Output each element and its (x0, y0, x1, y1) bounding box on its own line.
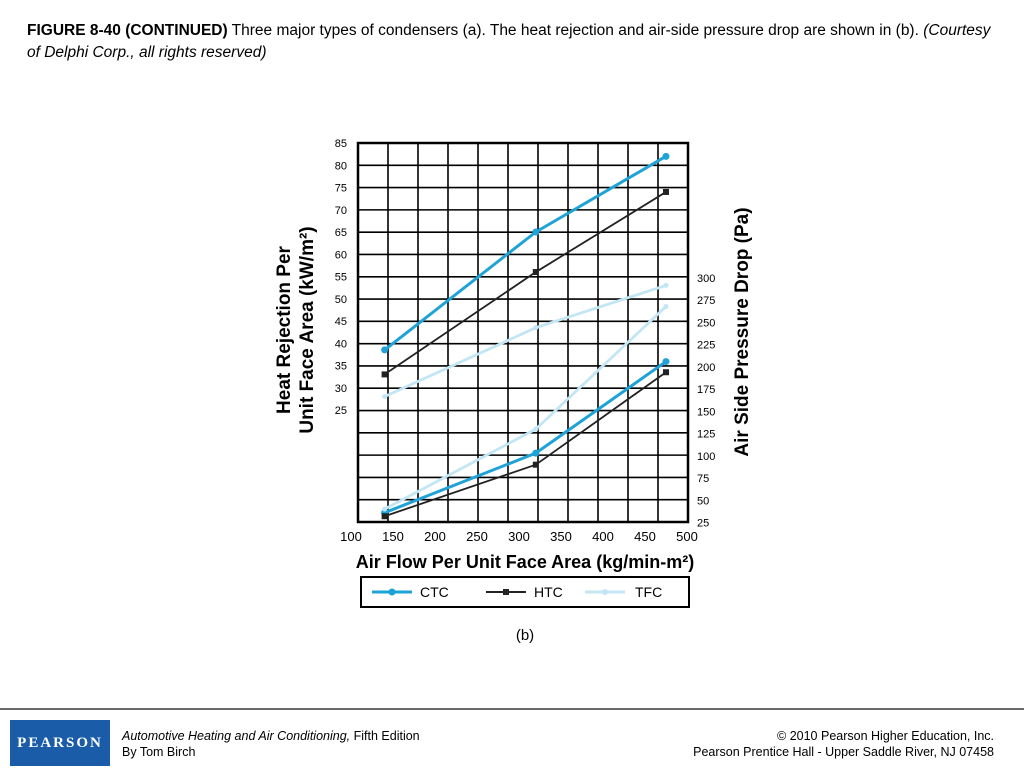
x-tick-label: 450 (634, 529, 656, 544)
plot-frame (356, 141, 690, 524)
x-tick-label: 400 (592, 529, 614, 544)
figure-caption: FIGURE 8-40 (CONTINUED) Three major type… (27, 20, 997, 64)
y-right-tick-label: 100 (697, 451, 715, 463)
x-tick-label: 200 (424, 529, 446, 544)
data-point-heat-tfc (382, 394, 388, 400)
y-left-tick-label: 30 (335, 383, 347, 395)
copyright-text: © 2010 Pearson Higher Education, Inc. (777, 729, 994, 743)
x-axis-label: Air Flow Per Unit Face Area (kg/min-m²) (356, 552, 694, 572)
data-point-pressure-tfc (382, 506, 388, 512)
y-right-tick-label: 300 (697, 273, 715, 285)
data-point-heat-tfc (663, 282, 669, 288)
legend-marker-ctc (388, 588, 396, 596)
caption-label: FIGURE 8-40 (CONTINUED) (27, 22, 228, 39)
y-left-tick-label: 35 (335, 361, 347, 373)
y-left-tick-label: 65 (335, 227, 347, 239)
data-point-pressure-ctc (532, 449, 540, 457)
x-tick-label: 250 (466, 529, 488, 544)
legend-label-tfc: TFC (635, 584, 662, 600)
y-right-tick-label: 175 (697, 384, 715, 396)
y-right-tick-label: 75 (697, 473, 709, 485)
x-tick-label: 350 (550, 529, 572, 544)
series-line-pressure-tfc (383, 305, 667, 511)
publisher-text: Pearson Prentice Hall - Upper Saddle Riv… (693, 745, 994, 759)
chart-grid (356, 141, 690, 524)
y-axis-right-label: Air Side Pressure Drop (Pa) (732, 207, 753, 456)
y-left-tick-label: 25 (335, 405, 347, 417)
data-point-heat-tfc (533, 325, 539, 331)
y-axis-left-label-line2: Unit Face Area (kW/m²) (297, 226, 318, 433)
footer: PEARSON Automotive Heating and Air Condi… (0, 708, 1024, 768)
legend-marker-htc (503, 589, 509, 595)
chart: 100 150 200 250 300 350 400 450 500 85 80 75 70 65 60 5… (274, 138, 753, 644)
logo-text: PEARSON (17, 734, 103, 751)
x-tick-label: 150 (382, 529, 404, 544)
book-author: By Tom Birch (122, 745, 196, 759)
data-point-heat-ctc (532, 228, 540, 236)
chart-series (381, 152, 670, 520)
y-left-tick-label: 45 (335, 316, 347, 328)
footer-copyright: © 2010 Pearson Higher Education, Inc. Pe… (693, 728, 994, 760)
y-right-tick-label: 275 (697, 295, 715, 307)
y-left-tick-label: 75 (335, 183, 347, 195)
series-line-pressure-ctc (384, 360, 667, 515)
legend-marker-tfc (602, 589, 608, 595)
book-edition: Fifth Edition (350, 729, 420, 743)
caption-credit: (Courtesy of Delphi Corp., all rights re… (27, 22, 991, 61)
y-right-tick-label: 200 (697, 362, 715, 374)
subfigure-label: (b) (516, 627, 534, 644)
data-point-pressure-tfc (533, 426, 539, 432)
y-right-tick-label: 125 (697, 429, 715, 441)
x-tick-label: 300 (508, 529, 530, 544)
legend-label-ctc: CTC (420, 584, 449, 600)
y-left-tick-label: 55 (335, 272, 347, 284)
data-point-heat-htc (532, 269, 539, 276)
data-point-heat-ctc (381, 346, 389, 354)
y-left-tick-label: 85 (335, 138, 347, 150)
data-point-pressure-htc (381, 513, 388, 520)
pearson-logo: PEARSON (10, 720, 110, 766)
data-point-pressure-tfc (663, 303, 669, 309)
y-left-tick-label: 40 (335, 338, 347, 350)
y-right-tick-label: 250 (697, 317, 715, 329)
y-left-tick-label: 60 (335, 249, 347, 261)
data-point-pressure-htc (532, 461, 539, 468)
data-point-heat-htc (663, 188, 669, 195)
legend-label-htc: HTC (534, 584, 563, 600)
y-right-tick-label: 150 (697, 406, 715, 418)
y-left-tick-label: 70 (335, 205, 347, 217)
footer-book-info: Automotive Heating and Air Conditioning,… (122, 728, 420, 760)
data-point-pressure-htc (663, 369, 669, 376)
y-right-tick-label: 225 (697, 340, 715, 352)
legend: CTC HTC TFC (360, 576, 690, 608)
y-axis-left-label-line1: Heat Rejection Per (274, 245, 295, 413)
data-point-pressure-ctc (662, 358, 670, 366)
y-right-tick-label: 25 (697, 517, 709, 529)
book-title: Automotive Heating and Air Conditioning, (122, 729, 351, 743)
chart-ticks: 100 150 200 250 300 350 400 450 500 85 80 75 70 65 60 5… (335, 138, 716, 544)
series-line-heat-tfc (384, 284, 667, 398)
x-tick-label: 100 (340, 529, 362, 544)
y-right-tick-label: 50 (697, 495, 709, 507)
y-left-tick-label: 80 (335, 160, 347, 172)
caption-text: Three major types of condensers (a). The… (227, 22, 924, 39)
data-point-heat-ctc (662, 152, 670, 160)
data-point-heat-htc (381, 371, 388, 378)
x-tick-label: 500 (676, 529, 698, 544)
footer-divider (0, 708, 1024, 710)
y-left-tick-label: 50 (335, 294, 347, 306)
